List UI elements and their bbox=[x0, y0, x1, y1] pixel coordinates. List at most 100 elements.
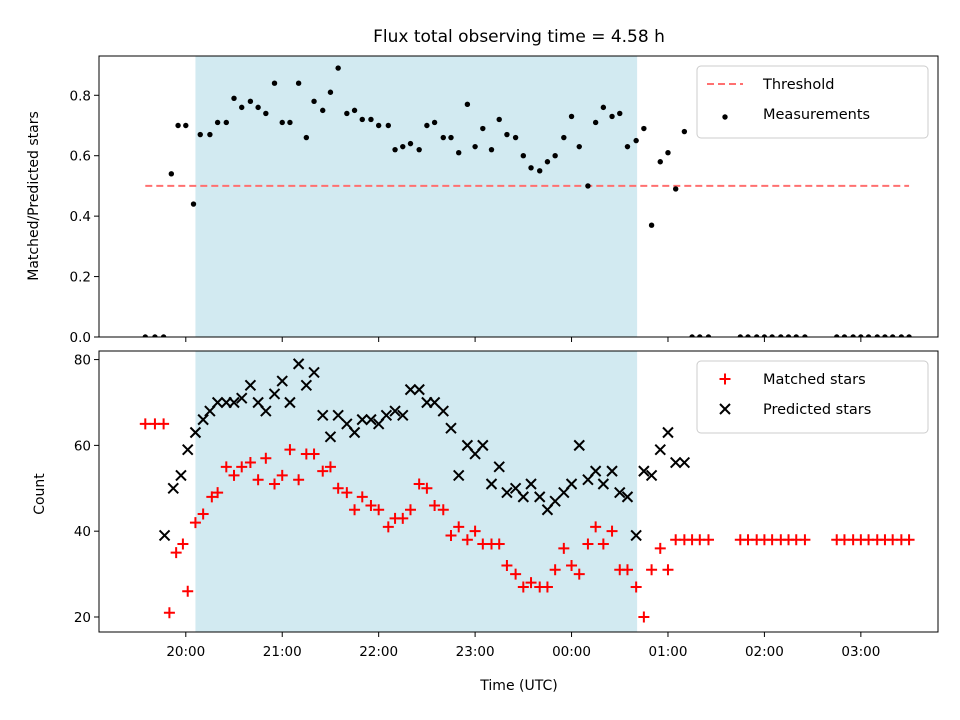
measurement-point bbox=[657, 159, 663, 165]
matched-stars-point bbox=[501, 560, 513, 572]
measurement-point bbox=[689, 334, 695, 337]
axes-frame bbox=[98, 350, 939, 633]
plot-area bbox=[139, 358, 915, 623]
measurement-point bbox=[585, 183, 591, 189]
matched-stars-point bbox=[597, 538, 609, 550]
matched-stars-point bbox=[517, 581, 529, 593]
matched-stars-point bbox=[163, 607, 175, 619]
predicted-stars-point bbox=[236, 392, 248, 404]
predicted-stars-point bbox=[158, 529, 171, 542]
measurement-point bbox=[528, 165, 534, 171]
measurement-point bbox=[520, 153, 527, 159]
measurement-point bbox=[648, 222, 655, 228]
predicted-stars-point bbox=[630, 529, 642, 542]
measurement-point bbox=[375, 122, 382, 129]
measurement-point bbox=[802, 334, 808, 337]
measurement-point bbox=[793, 334, 799, 337]
legend-label: Threshold bbox=[762, 77, 834, 93]
measurement-point bbox=[624, 143, 631, 150]
measurement-point bbox=[898, 334, 905, 337]
measurement-point bbox=[456, 149, 462, 156]
measurement-point bbox=[303, 134, 310, 141]
matched-stars-point bbox=[421, 482, 433, 494]
measurement-point bbox=[385, 122, 392, 129]
measurement-point bbox=[544, 159, 551, 165]
measurement-point bbox=[561, 134, 567, 141]
y-tick-label: 40 bbox=[74, 524, 91, 540]
matched-stars-point bbox=[541, 581, 553, 593]
predicted-stars-point bbox=[356, 413, 368, 426]
measurement-point bbox=[600, 104, 607, 111]
predicted-stars-point bbox=[654, 443, 666, 456]
predicted-stars-point bbox=[380, 409, 393, 422]
measurement-point bbox=[207, 131, 213, 138]
measurement-point bbox=[496, 116, 502, 123]
measurement-point bbox=[472, 143, 478, 150]
matched-stars-point bbox=[903, 534, 915, 546]
measurement-point bbox=[368, 116, 374, 123]
predicted-stars-point bbox=[244, 379, 257, 392]
y-tick-label: 0.0 bbox=[70, 330, 91, 346]
matched-stars-point bbox=[493, 538, 505, 550]
measurement-point bbox=[152, 334, 158, 337]
measurement-point bbox=[778, 334, 784, 337]
predicted-stars-point bbox=[573, 439, 585, 452]
measurement-point bbox=[537, 168, 543, 174]
measurement-point bbox=[168, 171, 175, 177]
measurement-point bbox=[335, 65, 341, 71]
y-tick-label: 0.2 bbox=[70, 270, 91, 286]
legend-box bbox=[696, 360, 929, 434]
predicted-stars-point bbox=[549, 495, 561, 507]
measurement-point bbox=[785, 334, 792, 337]
x-tick-label: 22:00 bbox=[359, 644, 398, 660]
matched-stars-point bbox=[139, 418, 151, 430]
matched-stars-point bbox=[582, 538, 594, 550]
predicted-stars-point bbox=[678, 456, 691, 469]
measurement-point bbox=[190, 201, 197, 207]
matched-stars-point bbox=[461, 534, 473, 546]
x-tick-label: 03:00 bbox=[841, 644, 880, 660]
predicted-stars-point bbox=[501, 486, 513, 499]
x-tick-label: 01:00 bbox=[649, 644, 688, 660]
measurement-point bbox=[633, 137, 639, 144]
axes-frame bbox=[98, 55, 939, 338]
measurement-point bbox=[327, 89, 334, 95]
matched-stars-point bbox=[654, 542, 666, 554]
measurement-point bbox=[889, 334, 896, 337]
measurement-point bbox=[850, 334, 856, 337]
measurement-point bbox=[464, 101, 471, 108]
matched-stars-point bbox=[590, 521, 602, 533]
predicted-stars-point bbox=[525, 478, 537, 490]
matched-stars-point bbox=[662, 564, 674, 576]
predicted-stars-point bbox=[332, 409, 344, 422]
predicted-stars-point bbox=[175, 469, 187, 482]
measurement-point bbox=[440, 134, 446, 141]
predicted-stars-point bbox=[284, 396, 296, 409]
matched-stars-point bbox=[638, 611, 650, 623]
measurement-point bbox=[568, 113, 575, 120]
predicted-stars-point bbox=[669, 456, 682, 469]
matched-stars-point bbox=[382, 521, 394, 533]
measurement-point bbox=[231, 95, 237, 102]
matched-stars-point bbox=[413, 478, 425, 490]
predicted-stars-point bbox=[268, 388, 281, 400]
measurement-point bbox=[424, 122, 430, 129]
matched-stars-point bbox=[799, 534, 811, 546]
measurement-point bbox=[480, 125, 486, 132]
matched-stars-point bbox=[469, 525, 481, 537]
y-tick-label: 0.8 bbox=[70, 88, 91, 104]
matched-stars-point bbox=[397, 512, 409, 524]
measurement-point bbox=[705, 334, 712, 337]
measurement-point bbox=[392, 146, 398, 153]
matched-stars-point bbox=[182, 585, 194, 597]
x-tick-label: 00:00 bbox=[552, 644, 591, 660]
predicted-stars-point bbox=[614, 486, 626, 499]
matched-stars-point bbox=[566, 560, 578, 572]
predicted-stars-point bbox=[260, 405, 272, 417]
measurement-point bbox=[753, 334, 760, 337]
predicted-stars-point bbox=[453, 469, 465, 482]
predicted-stars-point bbox=[493, 461, 505, 473]
predicted-stars-point bbox=[397, 409, 409, 422]
measurement-point bbox=[697, 334, 703, 337]
predicted-stars-point bbox=[662, 426, 674, 439]
